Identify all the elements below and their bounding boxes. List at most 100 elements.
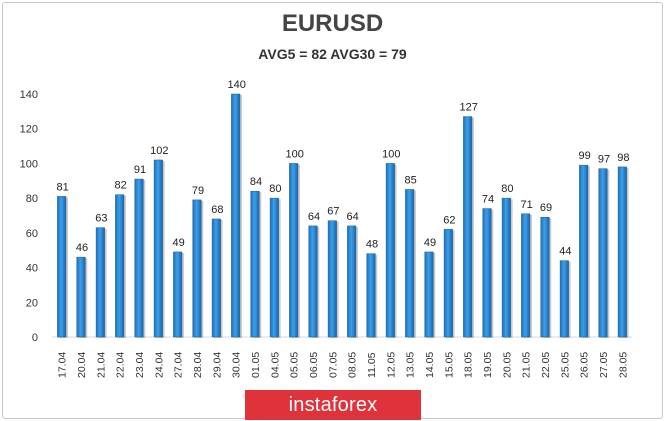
axes: 0 20 40 60 80 100 120 140 17.04 20.04 21.04 22.04 23… bbox=[20, 89, 632, 378]
x-tick-label: 30.04 bbox=[231, 352, 243, 378]
bars: 81 46 63 82 91 102 49 79 68 140 84 80 100 64 67 64 48 100… bbox=[57, 79, 629, 338]
x-tick-label: 08.05 bbox=[347, 352, 359, 378]
bar bbox=[57, 196, 67, 338]
data-label: 64 bbox=[347, 211, 359, 223]
data-label: 46 bbox=[76, 242, 88, 254]
bar bbox=[424, 251, 434, 338]
data-label: 62 bbox=[443, 214, 455, 226]
x-tick-label: 05.05 bbox=[289, 352, 301, 378]
data-label: 140 bbox=[227, 79, 245, 91]
data-label: 64 bbox=[308, 211, 320, 223]
x-tick-label: 14.05 bbox=[424, 352, 436, 378]
x-tick-label: 21.05 bbox=[521, 352, 533, 378]
bar bbox=[76, 256, 86, 338]
data-label: 80 bbox=[269, 183, 281, 195]
x-tick-label: 15.05 bbox=[443, 352, 455, 378]
data-label: 102 bbox=[150, 145, 168, 157]
x-tick-label: 20.05 bbox=[501, 352, 513, 378]
bar bbox=[521, 213, 531, 338]
bar bbox=[617, 166, 627, 338]
x-tick-label: 25.05 bbox=[559, 352, 571, 378]
bar bbox=[289, 163, 299, 338]
x-tick-label: 20.04 bbox=[76, 352, 88, 378]
data-label: 48 bbox=[366, 239, 378, 251]
x-tick-label: 18.05 bbox=[463, 352, 475, 378]
x-tick-label: 22.05 bbox=[540, 352, 552, 378]
y-tick-label: 120 bbox=[20, 124, 38, 136]
x-tick-label: 24.04 bbox=[153, 352, 165, 378]
data-label: 68 bbox=[211, 204, 223, 216]
data-label: 99 bbox=[579, 150, 591, 162]
y-tick-label: 0 bbox=[32, 332, 38, 344]
bar bbox=[540, 216, 550, 338]
data-label: 98 bbox=[617, 152, 629, 164]
data-label: 91 bbox=[134, 164, 146, 176]
bar bbox=[463, 116, 473, 338]
x-tick-label: 13.05 bbox=[405, 352, 417, 378]
data-label: 79 bbox=[192, 185, 204, 197]
bar bbox=[443, 229, 453, 338]
x-tick-label: 26.05 bbox=[579, 352, 591, 378]
x-tick-label: 22.04 bbox=[115, 352, 127, 378]
x-tick-label: 29.04 bbox=[211, 352, 223, 378]
x-tick-label: 19.05 bbox=[482, 352, 494, 378]
bar bbox=[231, 93, 241, 338]
bar bbox=[308, 225, 318, 338]
bar bbox=[153, 159, 163, 338]
bar bbox=[134, 178, 144, 338]
chart-title: EURUSD bbox=[281, 10, 384, 37]
y-tick-label: 60 bbox=[26, 228, 38, 240]
y-tick-label: 100 bbox=[20, 158, 38, 170]
data-label: 97 bbox=[598, 154, 610, 166]
data-label: 67 bbox=[327, 206, 339, 218]
bar bbox=[385, 163, 395, 338]
bar bbox=[598, 168, 608, 338]
bar bbox=[366, 253, 376, 338]
data-label: 44 bbox=[559, 246, 571, 258]
bar bbox=[482, 208, 492, 338]
bar bbox=[269, 197, 279, 338]
data-label: 84 bbox=[250, 176, 262, 188]
x-tick-label: 11.05 bbox=[366, 352, 378, 378]
bar bbox=[501, 197, 511, 338]
bar bbox=[347, 225, 357, 338]
data-label: 100 bbox=[285, 148, 303, 160]
data-label: 69 bbox=[540, 202, 552, 214]
chart-subtitle: AVG5 = 82 AVG30 = 79 bbox=[258, 46, 407, 62]
bar bbox=[95, 227, 105, 338]
data-label: 100 bbox=[382, 148, 400, 160]
x-tick-label: 23.04 bbox=[134, 352, 146, 378]
y-tick-label: 140 bbox=[20, 89, 38, 101]
x-tick-label: 12.05 bbox=[385, 352, 397, 378]
data-label: 82 bbox=[115, 180, 127, 192]
data-label: 71 bbox=[521, 199, 533, 211]
instaforex-watermark: instaforex bbox=[245, 390, 421, 420]
bar bbox=[173, 251, 183, 338]
bar bbox=[579, 164, 589, 338]
y-tick-label: 40 bbox=[26, 263, 38, 275]
bar bbox=[250, 190, 260, 338]
data-label: 80 bbox=[501, 183, 513, 195]
data-label: 74 bbox=[482, 194, 494, 206]
bar bbox=[405, 189, 415, 338]
x-tick-label: 27.05 bbox=[598, 352, 610, 378]
data-label: 81 bbox=[57, 181, 69, 193]
bar bbox=[559, 260, 569, 338]
x-tick-label: 07.05 bbox=[327, 352, 339, 378]
y-tick-label: 80 bbox=[26, 193, 38, 205]
x-tick-label: 04.05 bbox=[269, 352, 281, 378]
data-label: 63 bbox=[95, 213, 107, 225]
bar bbox=[115, 194, 125, 338]
x-tick-label: 17.04 bbox=[57, 352, 69, 378]
x-tick-label: 06.05 bbox=[308, 352, 320, 378]
bar bbox=[192, 199, 202, 338]
data-label: 127 bbox=[459, 102, 477, 114]
y-tick-label: 20 bbox=[26, 297, 38, 309]
x-tick-label: 28.05 bbox=[617, 352, 629, 378]
data-label: 49 bbox=[424, 237, 436, 249]
bar bbox=[327, 220, 337, 338]
data-label: 49 bbox=[173, 237, 185, 249]
data-label: 85 bbox=[405, 174, 417, 186]
